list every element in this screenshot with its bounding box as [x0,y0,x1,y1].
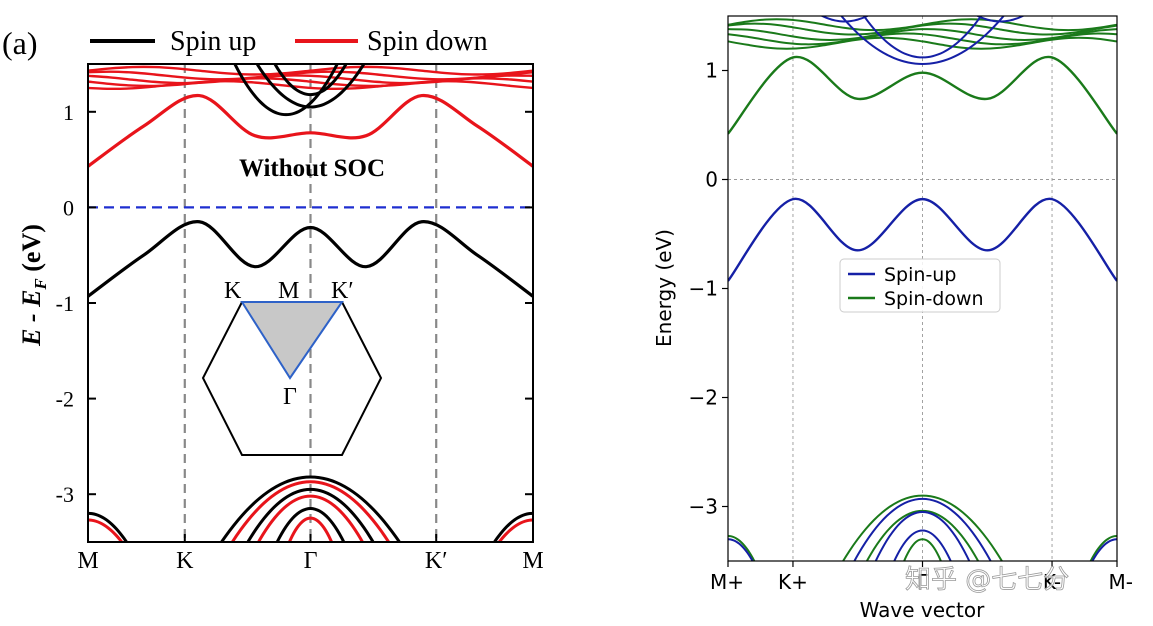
band-deep-valence [275,507,346,542]
x-tick-label: M [77,548,98,574]
legend-label-spin-down-b: Spin-down [884,288,984,310]
legend-label-spin-up-b: Spin-up [884,264,956,286]
band-deep-edge [88,511,129,542]
y-tick-label: −2 [689,386,718,410]
y-axis-label-main: E - E [17,290,46,347]
x-tick-label: Γ [917,570,929,594]
y-axis-label-a: E - EF (eV) [17,224,50,347]
y-axis-label-unit: (eV) [17,224,46,278]
inset-label-k-prime: K′ [331,278,354,304]
band-upper-down [728,36,1117,50]
y-tick-label: −3 [689,495,718,519]
x-tick-label: M+ [710,570,744,594]
band-deep-edge [1089,534,1117,561]
band-conduction-down [88,93,533,168]
band-valence-up [88,220,533,298]
legend-a: Spin up Spin down [90,26,488,57]
y-tick-label: -1 [56,291,74,316]
y-tick-label: -3 [56,482,74,507]
band-deep-valence [903,538,942,561]
band-deep-valence [256,494,365,542]
band-upper-up [255,64,366,109]
y-tick-label: −1 [689,277,718,301]
band-deep-valence [874,510,971,561]
inset-label-m: M [278,278,299,304]
x-tick-label: Γ [304,548,318,574]
x-tick-label: K+ [778,570,808,594]
band-deep-edge [1091,538,1117,561]
inset-label-k: K [224,278,242,304]
band-deep-edge [728,534,756,561]
panel-b: 1 0 −1 −2 −3 M+ K+ Γ K- M- Energy (eV) Wave vecto… [652,15,1133,622]
band-deep-edge [728,538,754,561]
band-deep-valence [246,487,375,542]
x-tick-label: M- [1109,570,1133,594]
y-axis-label-b: Energy (eV) [652,229,676,347]
band-deep-valence [841,494,1004,561]
y-tick-label: 0 [63,195,74,220]
panel-label: (a) [2,25,38,61]
x-tick-label: M [522,548,543,574]
y-axis-label-subscript: F [31,278,50,291]
legend-label-spin-down: Spin down [367,26,488,57]
band-upper-up [975,16,1025,23]
band-upper-up [820,16,870,23]
band-deep-edge [492,511,533,542]
y-tick-label: -2 [56,387,74,412]
x-axis-label-b: Wave vector [860,598,985,622]
band-deep-valence [287,516,334,542]
band-deep-valence [865,509,980,561]
x-tick-label: K′ [425,548,448,574]
legend-box-b [839,258,1001,313]
chart-title-a: Without SOC [239,155,385,182]
y-tick-label: 1 [63,100,74,125]
band-upper-down [88,80,533,91]
band-conduction-down [728,55,1117,135]
band-valence-up [728,197,1117,282]
band-upper-up [273,64,348,97]
band-deep-valence [219,475,402,542]
y-tick-label: 1 [705,59,718,83]
y-tick-label: 0 [705,168,718,192]
x-tick-label: K- [1043,570,1061,594]
band-deep-valence [230,480,391,542]
band-deep-valence [853,497,992,561]
legend-b: Spin-up Spin-down [839,258,1001,313]
brillouin-zone-inset: K M K′ Γ [201,278,383,456]
panel-a: (a) Spin up Spin down E - EF (eV) K M K′… [2,25,544,574]
band-upper-up [862,16,983,59]
inset-label-gamma: Γ [283,384,297,410]
band-upper-down [728,22,1117,36]
legend-label-spin-up: Spin up [170,26,256,57]
x-tick-label: K [176,548,194,574]
band-upper-down [88,65,533,76]
inset-irreducible-wedge [240,301,344,380]
band-upper-up [840,16,1005,65]
band-deep-valence [893,529,952,561]
watermark: 知乎 @七七分 [905,565,1069,595]
